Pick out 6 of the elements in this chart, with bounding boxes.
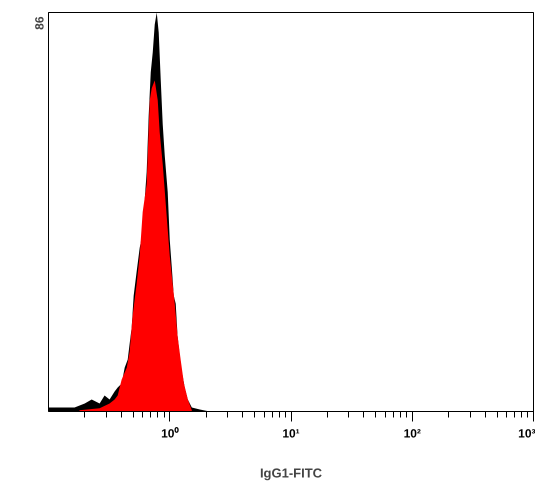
x-tick-label: 10⁰	[161, 426, 180, 440]
x-tick-label: 10¹	[282, 426, 300, 440]
text: 86	[32, 16, 46, 30]
x-axis-title: IgG1-FITC	[260, 466, 323, 480]
x-tick-label: 10²	[404, 426, 421, 440]
x-tick-label: 10³	[518, 426, 535, 440]
